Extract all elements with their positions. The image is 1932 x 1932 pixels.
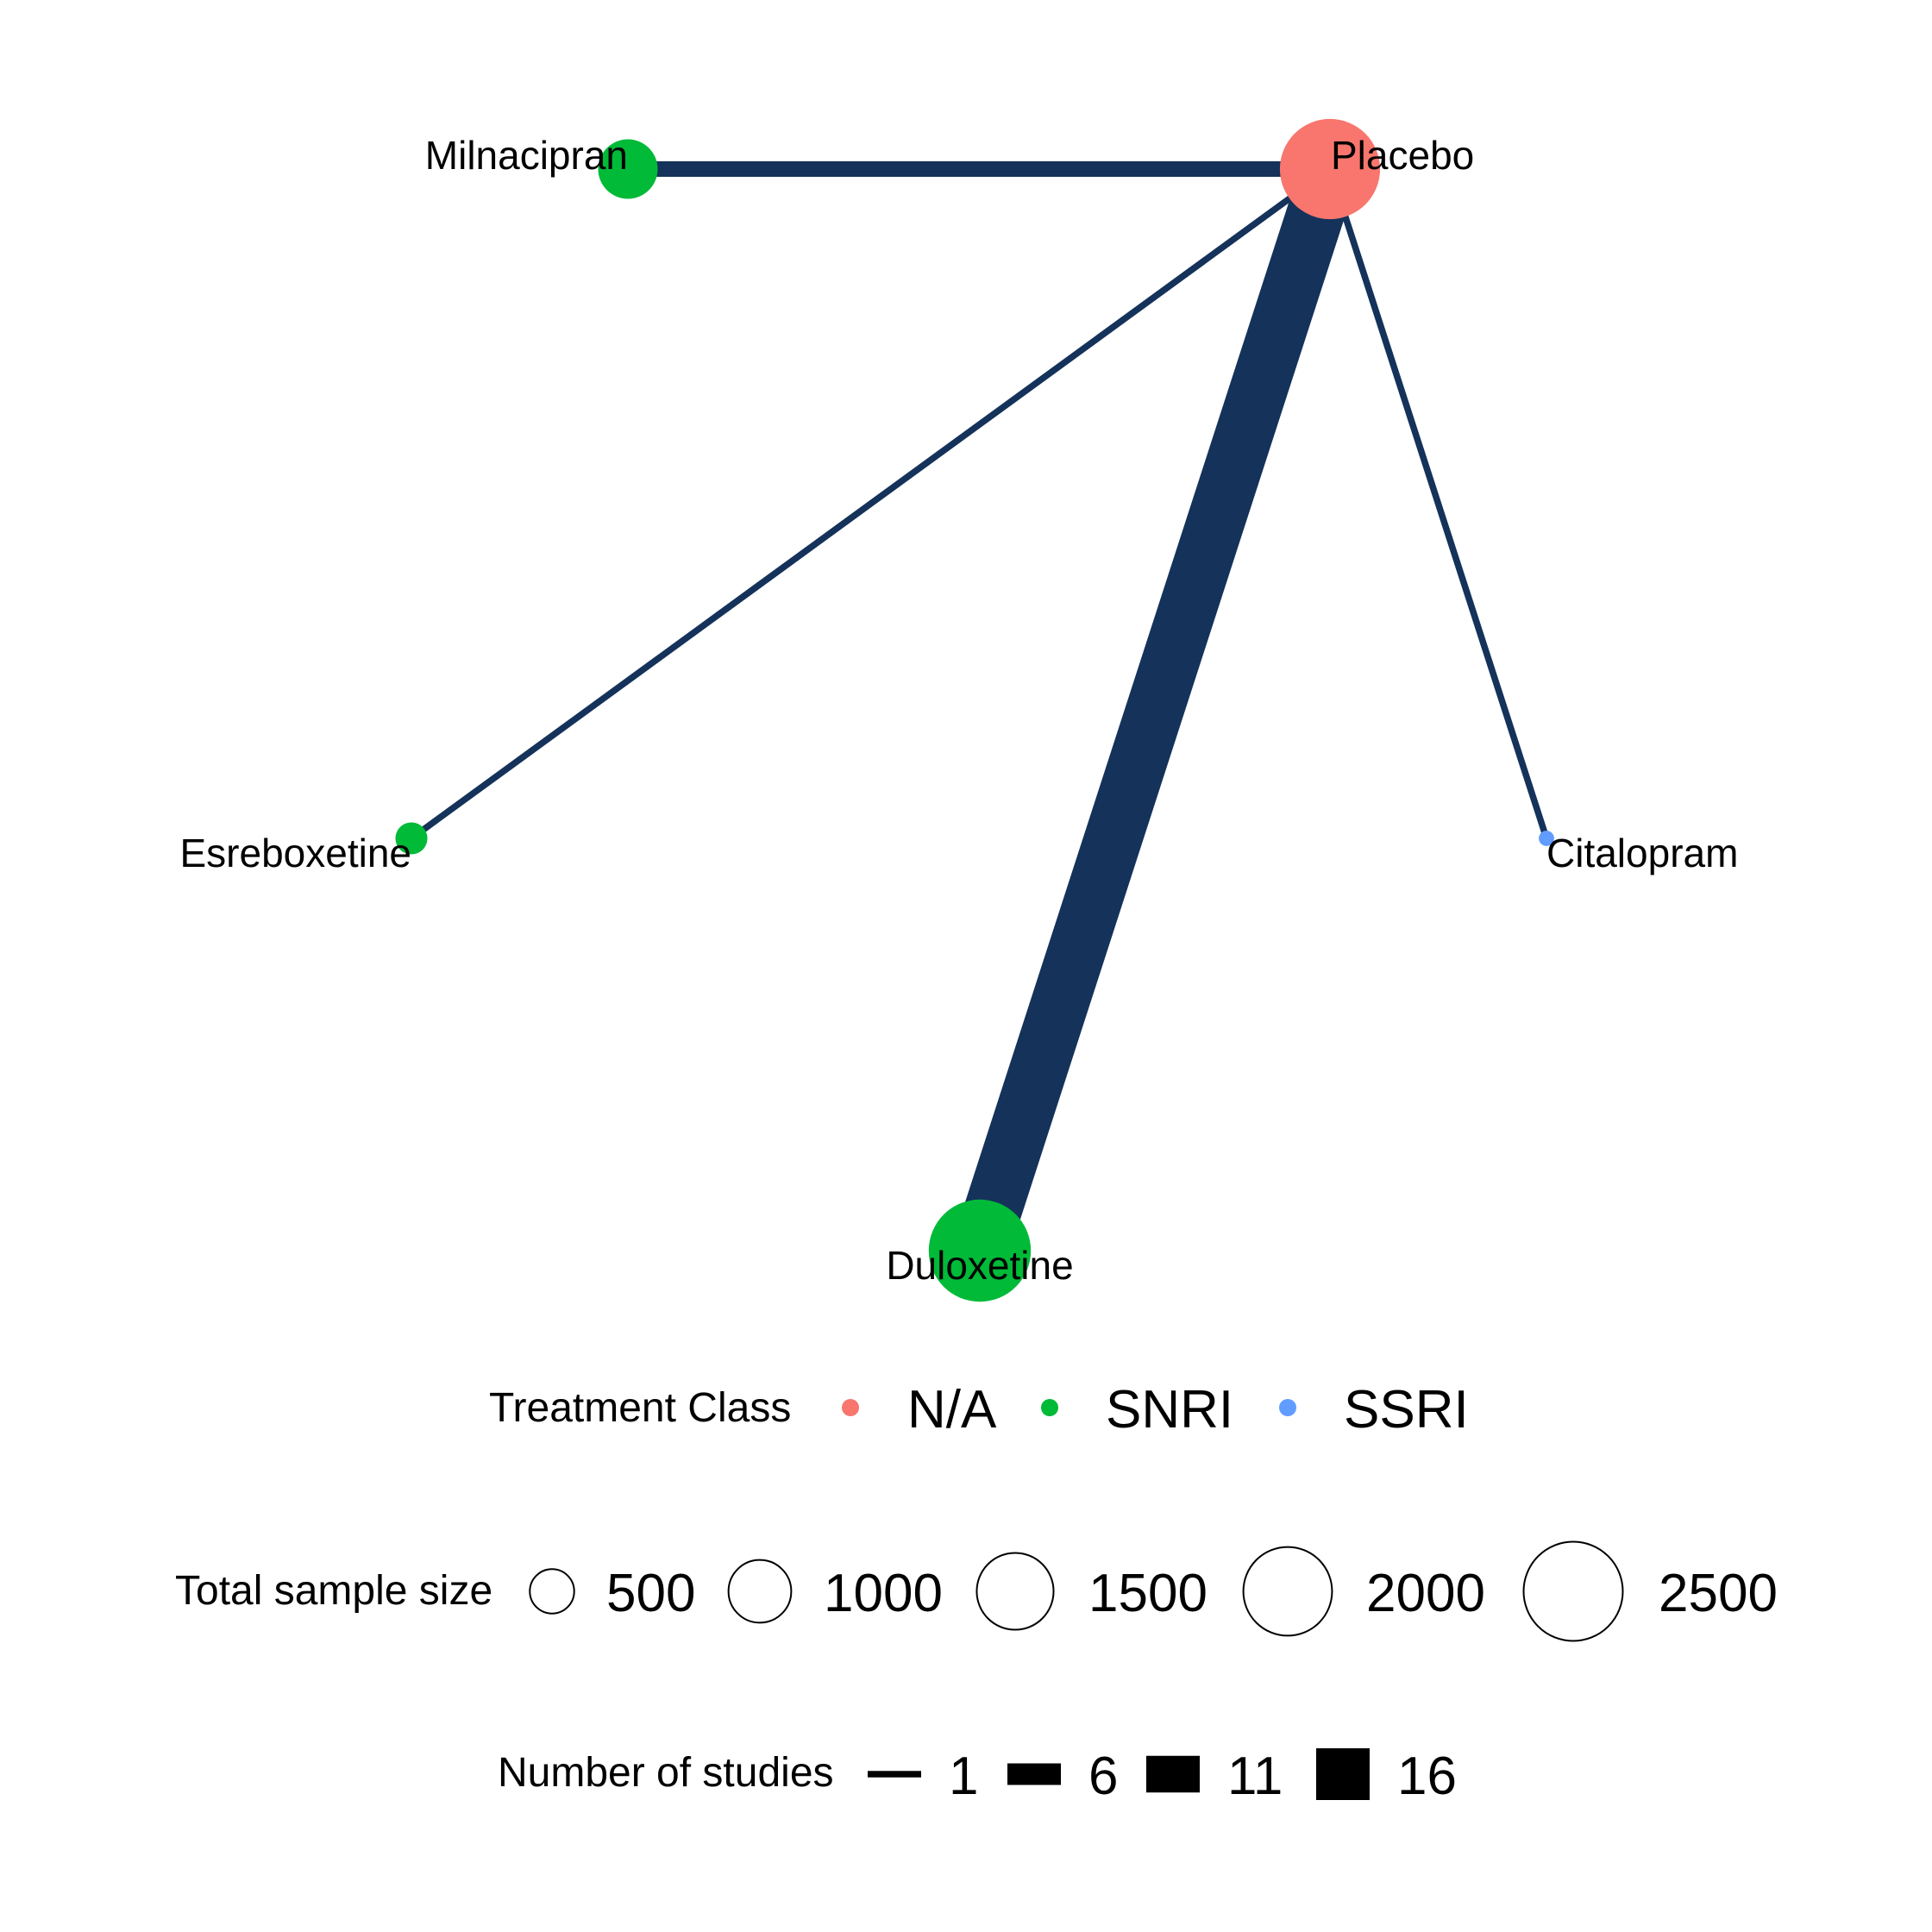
node-placebo [1279, 118, 1381, 220]
nodes-layer [395, 118, 1554, 1302]
node-label-citalopram: Citalopram [1546, 831, 1738, 875]
legend-studies-key-16 [1316, 1748, 1370, 1800]
legend-studies-label-1: 1 [949, 1747, 978, 1806]
node-label-milnacipran: Milnacipran [425, 133, 628, 178]
legend-treatment-class: Treatment Class N/A SNRI SSRI [489, 1380, 1469, 1440]
node-label-esreboxetine: Esreboxetine [180, 831, 412, 875]
legend-sample-size: Total sample size 500 1000 1500 2000 2500 [175, 1540, 1778, 1642]
legend-size-circle-2500 [1522, 1540, 1624, 1642]
legend-size-label-1500: 1500 [1088, 1564, 1208, 1623]
node-esreboxetine [395, 822, 428, 855]
edge-placebo-citalopram [1327, 167, 1550, 840]
node-label-duloxetine: Duloxetine [886, 1243, 1073, 1288]
legend-class-dot-na [842, 1399, 859, 1416]
legend-class-dot-ssri [1279, 1399, 1296, 1416]
edge-placebo-esreboxetine [409, 166, 1333, 842]
legend-studies-label-16: 16 [1397, 1747, 1457, 1806]
legend-class-label-na: N/A [907, 1380, 997, 1440]
node-label-placebo: Placebo [1331, 133, 1474, 178]
legend-size-label-2500: 2500 [1659, 1564, 1778, 1623]
legend-size-circle-2000 [1242, 1546, 1333, 1637]
legend-studies-key-6 [1007, 1763, 1061, 1785]
legend-sample-size-title: Total sample size [175, 1568, 492, 1614]
legend-studies-label-6: 6 [1088, 1747, 1118, 1806]
edges-layer [409, 160, 1550, 1260]
legend-class-label-snri: SNRI [1106, 1380, 1233, 1440]
legend-number-of-studies-title: Number of studies [498, 1750, 834, 1796]
legend-number-of-studies: Number of studies 1 6 11 16 [498, 1747, 1457, 1806]
node-milnacipran [598, 139, 658, 199]
labels-layer: Placebo Milnacipran Esreboxetine Duloxetine… [180, 133, 1739, 1288]
legend-treatment-class-title: Treatment Class [489, 1385, 791, 1431]
legend-size-label-1000: 1000 [824, 1564, 943, 1623]
legend-studies-key-11 [1146, 1755, 1200, 1793]
legend-size-label-2000: 2000 [1366, 1564, 1485, 1623]
legend-studies-key-1 [868, 1771, 921, 1778]
node-duloxetine [928, 1199, 1032, 1302]
legend-class-label-ssri: SSRI [1344, 1380, 1469, 1440]
legend-class-dot-snri [1041, 1399, 1058, 1416]
legend-size-circle-500 [529, 1568, 575, 1615]
legend-size-label-500: 500 [606, 1564, 695, 1623]
node-citalopram [1539, 831, 1554, 846]
legend-size-circle-1500 [975, 1552, 1055, 1631]
edge-placebo-duloxetine [952, 160, 1358, 1260]
legend-studies-label-11: 11 [1227, 1747, 1283, 1806]
legend-size-circle-1000 [727, 1559, 793, 1624]
